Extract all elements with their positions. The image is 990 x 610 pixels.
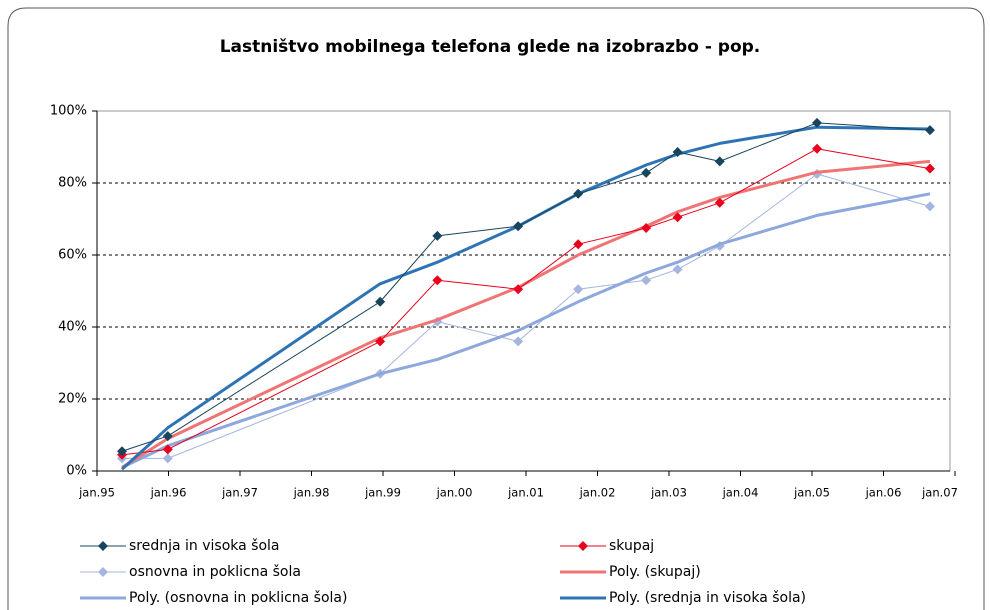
data-point <box>573 188 584 199</box>
x-tick-label: jan.05 <box>793 486 830 500</box>
chart-frame <box>7 7 985 610</box>
data-point <box>812 117 823 128</box>
x-tick-label: jan.00 <box>436 486 473 500</box>
legend-label: Poly. (skupaj) <box>609 564 701 580</box>
data-point <box>432 275 443 286</box>
y-tick-label: 40% <box>58 320 87 335</box>
data-point <box>641 167 652 178</box>
data-point <box>924 201 935 212</box>
legend-label: Poly. (osnovna in poklicna šola) <box>129 590 347 606</box>
data-point <box>641 223 652 233</box>
y-tick-label: 0% <box>66 464 87 479</box>
x-tick-label: jan.98 <box>293 486 330 500</box>
legend-marker <box>578 541 588 551</box>
plot-area <box>96 110 951 472</box>
x-tick-label: jan.01 <box>507 486 544 500</box>
legend-label: Poly. (srednja in visoka šola) <box>609 590 806 606</box>
x-tick-label: jan.95 <box>78 486 115 500</box>
data-point <box>641 275 652 286</box>
data-point <box>375 296 386 307</box>
data-point <box>432 230 443 241</box>
series-line <box>121 125 930 471</box>
x-tick-label: jan.02 <box>579 486 616 500</box>
series-line <box>121 192 931 469</box>
legend-label: skupaj <box>609 538 654 554</box>
data-point <box>162 444 173 455</box>
x-tick-label: jan.07 <box>921 486 958 500</box>
y-tick-label: 60% <box>58 248 87 263</box>
data-point <box>573 284 584 295</box>
data-point <box>513 221 524 232</box>
data-point <box>672 264 683 275</box>
data-point <box>513 336 524 347</box>
data-point <box>672 147 683 158</box>
data-point <box>714 156 725 167</box>
chart-title: Lastništvo mobilnega telefona glede na i… <box>220 37 761 57</box>
data-point <box>924 163 935 174</box>
y-tick-label: 20% <box>58 392 87 407</box>
data-point <box>672 212 683 223</box>
data-point <box>812 143 823 154</box>
x-tick-label: jan.04 <box>722 486 759 500</box>
y-tick-label: 80% <box>58 176 87 191</box>
series-line <box>121 159 931 469</box>
legend-label: srednja in visoka šola <box>129 538 280 554</box>
data-point <box>117 446 128 457</box>
x-tick-label: jan.96 <box>150 486 187 500</box>
legend-marker <box>98 567 108 577</box>
y-tick-label: 100% <box>50 104 87 119</box>
legend-marker <box>98 541 108 551</box>
x-tick-label: jan.06 <box>865 486 902 500</box>
data-point <box>924 125 935 136</box>
data-point <box>375 336 386 347</box>
data-point <box>162 431 173 442</box>
data-point <box>162 453 173 464</box>
x-tick-label: jan.99 <box>364 486 401 500</box>
x-tick-label: jan.03 <box>650 486 687 500</box>
data-point <box>513 284 524 295</box>
legend-label: osnovna in poklicna šola <box>129 564 301 580</box>
data-point <box>573 239 584 250</box>
x-tick-label: jan.97 <box>221 486 258 500</box>
series-line <box>121 148 931 456</box>
data-point <box>714 197 725 208</box>
